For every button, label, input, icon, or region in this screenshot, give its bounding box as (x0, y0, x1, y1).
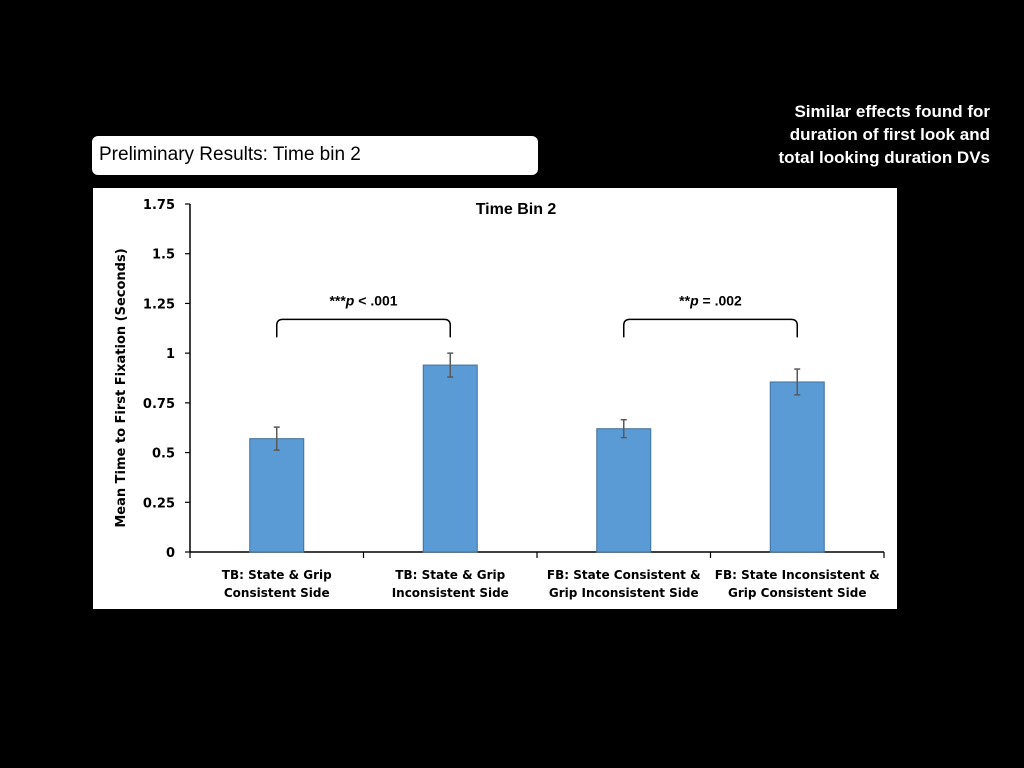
note-line-3: total looking duration DVs (778, 148, 990, 167)
significance-label: ***p < .001 (329, 292, 397, 308)
y-tick-label: 0.75 (143, 397, 175, 412)
chart-title: Time Bin 2 (476, 201, 557, 218)
significance-bracket (623, 318, 798, 338)
y-tick-label: 0.5 (152, 447, 175, 462)
bar (249, 438, 305, 553)
bar-chart: Time Bin 2 Mean Time to First Fixation (S… (114, 198, 885, 600)
y-axis-title: Mean Time to First Fixation (Seconds) (114, 248, 129, 527)
x-category-label: FB: State Consistent & (547, 568, 701, 582)
y-tick-label: 0.25 (143, 496, 175, 511)
x-category-label: Inconsistent Side (392, 586, 509, 600)
slide-title: Preliminary Results: Time bin 2 (92, 136, 538, 175)
note-line-2: duration of first look and (789, 125, 990, 144)
y-tick-label: 1 (166, 347, 175, 362)
y-tick-label: 1.75 (143, 198, 175, 213)
y-tick-label: 0 (166, 546, 175, 561)
x-category-label: FB: State Inconsistent & (715, 568, 880, 582)
chart-panel: Time Bin 2 Mean Time to First Fixation (S… (93, 188, 897, 609)
bar (422, 364, 478, 553)
note-line-1: Similar effects found for (794, 102, 990, 121)
significance-label: **p = .002 (679, 292, 742, 308)
x-category-label: Grip Inconsistent Side (549, 586, 699, 600)
x-category-label: TB: State & Grip (222, 568, 332, 582)
results-note: Similar effects found for duration of fi… (690, 100, 990, 169)
y-tick-label: 1.5 (152, 248, 175, 263)
x-category-label: Consistent Side (224, 586, 330, 600)
bar (769, 381, 825, 553)
bar (596, 428, 652, 553)
x-category-label: TB: State & Grip (395, 568, 505, 582)
y-tick-label: 1.25 (143, 297, 175, 312)
x-category-label: Grip Consistent Side (728, 586, 866, 600)
significance-bracket (276, 318, 451, 338)
